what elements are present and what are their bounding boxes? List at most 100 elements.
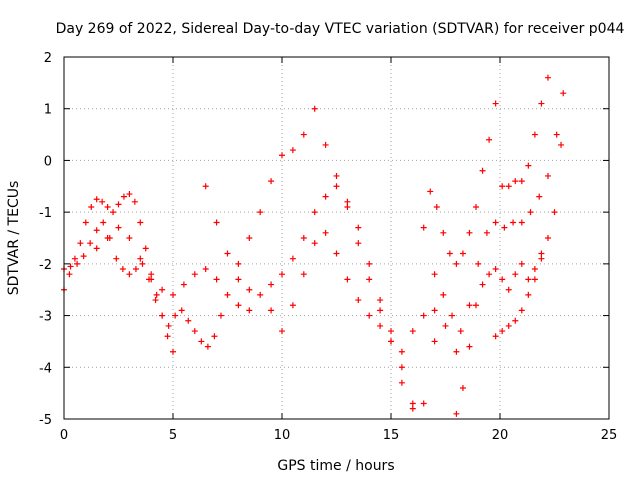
data-point <box>322 193 329 200</box>
data-point <box>178 307 185 314</box>
data-point <box>473 302 480 309</box>
data-point <box>388 328 394 335</box>
data-point <box>93 245 100 252</box>
x-tick-label: 15 <box>383 428 400 443</box>
data-point <box>213 219 220 226</box>
data-point <box>268 281 275 288</box>
data-point <box>185 317 192 324</box>
data-point <box>475 260 482 267</box>
data-point <box>388 338 394 345</box>
data-point <box>377 307 384 314</box>
data-point <box>217 312 224 319</box>
data-point <box>333 250 340 257</box>
data-point <box>93 196 100 203</box>
data-point <box>235 302 242 309</box>
data-point <box>268 178 275 185</box>
data-point <box>300 131 307 138</box>
data-point <box>466 302 473 309</box>
data-point <box>459 384 466 391</box>
data-point <box>440 291 447 298</box>
data-point <box>449 312 456 319</box>
data-point <box>80 253 87 260</box>
y-axis-label: SDTVAR / TECUs <box>6 181 22 296</box>
data-point <box>377 322 384 329</box>
data-point <box>344 198 351 205</box>
data-point <box>202 183 209 190</box>
data-point <box>213 276 220 283</box>
data-point <box>322 141 329 148</box>
data-point <box>538 250 545 257</box>
data-point <box>279 328 285 335</box>
grid-lines <box>64 57 609 419</box>
data-point <box>440 229 447 236</box>
data-point <box>289 255 296 262</box>
data-point <box>409 400 416 407</box>
data-point <box>479 167 486 174</box>
data-point <box>536 193 543 200</box>
data-point <box>483 229 490 236</box>
data-point <box>224 250 231 257</box>
data-point <box>527 209 534 216</box>
data-point <box>246 235 253 241</box>
data-point <box>131 198 138 205</box>
data-point <box>159 312 166 319</box>
x-axis-label: GPS time / hours <box>277 458 394 474</box>
chart-title: Day 269 of 2022, Sidereal Day-to-day VTE… <box>56 21 625 37</box>
data-point <box>279 271 285 278</box>
data-point <box>165 322 172 329</box>
series-points <box>492 255 545 340</box>
data-point <box>409 328 416 335</box>
data-point <box>377 297 384 304</box>
data-point <box>126 191 133 198</box>
data-point <box>505 286 512 293</box>
data-point <box>159 286 166 293</box>
data-point <box>459 250 466 257</box>
data-point <box>100 219 107 226</box>
data-point <box>398 348 405 355</box>
data-point <box>512 317 519 324</box>
data-point <box>479 281 486 288</box>
data-point <box>492 100 499 107</box>
data-point <box>172 312 179 319</box>
data-point <box>115 224 122 231</box>
data-point <box>289 147 296 154</box>
axis-ticks: 0 5 10 15 20 25 -5 -4 -3 -2 -1 0 1 2 <box>39 51 617 443</box>
data-point <box>119 266 126 273</box>
plot-frame <box>63 56 610 420</box>
data-point <box>431 271 438 278</box>
data-point <box>289 302 296 309</box>
data-point <box>137 255 144 262</box>
data-point <box>344 203 351 210</box>
data-point <box>518 260 525 267</box>
y-tick-label: -1 <box>39 206 52 221</box>
series-points <box>202 183 416 407</box>
data-point <box>510 219 517 226</box>
data-point <box>499 328 506 335</box>
y-tick-label: 0 <box>44 154 52 169</box>
series-points <box>453 141 565 417</box>
series-points <box>235 105 438 412</box>
data-point <box>120 193 127 200</box>
data-point <box>544 74 551 81</box>
data-point <box>279 152 285 159</box>
y-tick-label: 1 <box>44 103 52 118</box>
data-point <box>466 229 473 236</box>
data-point <box>344 276 351 283</box>
data-point <box>442 322 449 329</box>
data-point <box>142 245 149 252</box>
y-tick-label: -4 <box>39 361 52 376</box>
x-tick-label: 20 <box>492 428 509 443</box>
data-point <box>300 271 307 278</box>
data-point <box>558 141 565 148</box>
data-point <box>525 276 532 283</box>
data-point <box>427 188 434 195</box>
data-point <box>148 276 155 283</box>
data-point <box>115 201 122 208</box>
data-point <box>453 348 460 355</box>
data-point <box>398 379 405 386</box>
series-points <box>93 224 253 314</box>
data-point <box>126 235 133 241</box>
data-point <box>333 183 340 190</box>
data-point <box>110 209 117 216</box>
